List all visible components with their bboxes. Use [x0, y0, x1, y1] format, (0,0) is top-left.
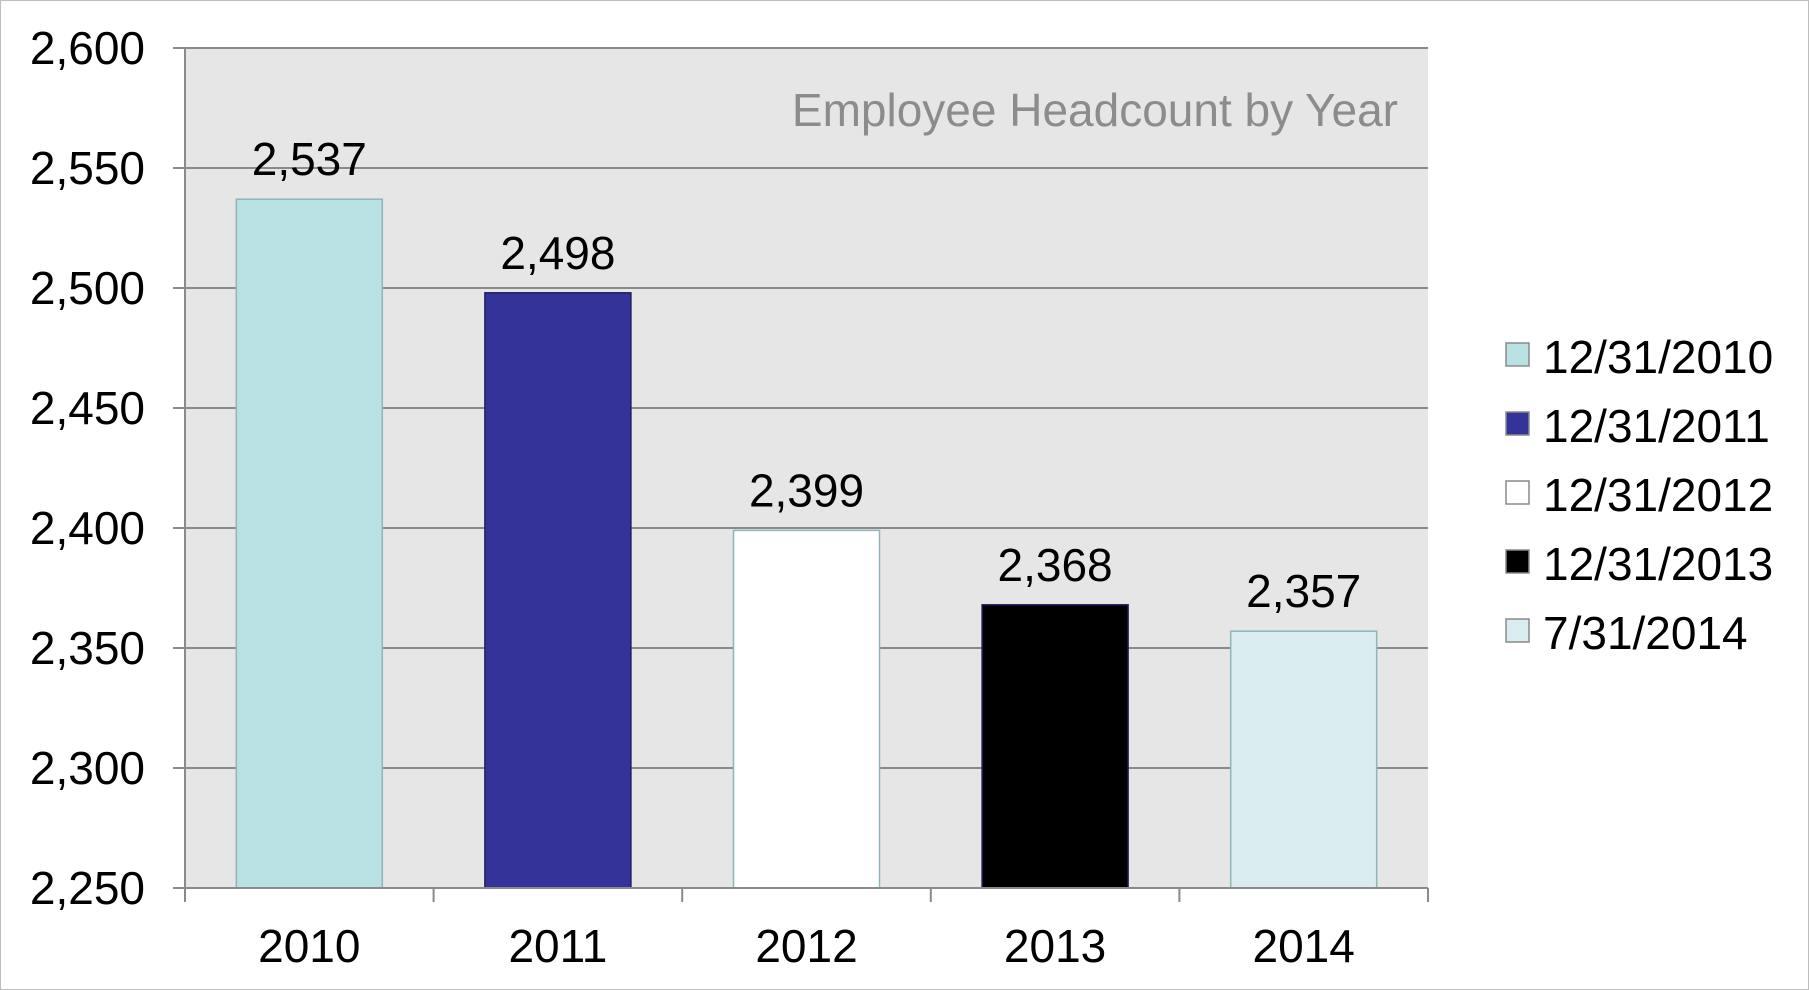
y-tick-label: 2,500: [30, 262, 145, 314]
data-label-2012: 2,399: [749, 464, 864, 516]
y-tick-label: 2,600: [30, 22, 145, 74]
legend-label: 12/31/2013: [1543, 538, 1773, 590]
legend-label: 12/31/2012: [1543, 469, 1773, 521]
chart-title: Employee Headcount by Year: [792, 84, 1398, 136]
bar-2014: [1229, 630, 1378, 889]
data-labels: 2,537 2,498 2,399 2,368 2,357: [252, 133, 1362, 617]
bar-2011: [484, 292, 632, 889]
bar-2012: [732, 529, 881, 889]
legend-swatch: [1505, 411, 1530, 436]
y-tick-label: 2,250: [30, 862, 145, 914]
gridlines: [185, 47, 1428, 769]
legend-label: 12/31/2011: [1543, 400, 1770, 452]
legend-swatch: [1505, 618, 1530, 643]
legend-label: 12/31/2010: [1543, 331, 1773, 383]
legend: 12/31/2010 12/31/2011 12/31/2012 12/31/2013…: [1505, 331, 1773, 659]
legend-swatch: [1505, 549, 1530, 574]
x-tick-label: 2011: [508, 920, 607, 972]
x-tick-label: 2010: [258, 920, 360, 972]
data-label-2013: 2,368: [998, 539, 1113, 591]
bar-2010: [235, 198, 384, 889]
data-label-2014: 2,357: [1246, 565, 1361, 617]
legend-label: 7/31/2014: [1543, 607, 1748, 659]
y-tick-label: 2,550: [30, 142, 145, 194]
axes: 2,250 2,300 2,350 2,400 2,450 2,500 2,550 2,600…: [30, 22, 1429, 972]
x-tick-label: 2012: [755, 920, 857, 972]
data-label-2011: 2,498: [500, 227, 615, 279]
x-tick-label: 2013: [1004, 920, 1106, 972]
y-tick-label: 2,450: [30, 382, 145, 434]
bar-2013: [981, 604, 1129, 889]
data-label-2010: 2,537: [252, 133, 367, 185]
y-tick-label: 2,300: [30, 742, 145, 794]
legend-swatch: [1505, 480, 1530, 505]
x-tick-label: 2014: [1253, 920, 1355, 972]
y-tick-label: 2,350: [30, 622, 145, 674]
y-tick-label: 2,400: [30, 502, 145, 554]
legend-swatch: [1505, 342, 1530, 367]
